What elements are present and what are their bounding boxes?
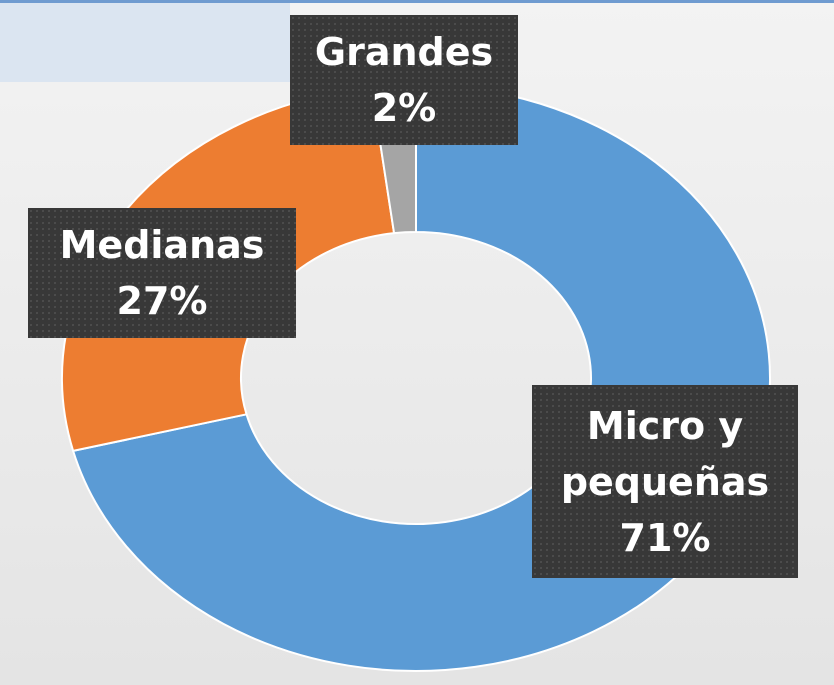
- top-border: [0, 0, 834, 3]
- value-label: 2%: [371, 86, 437, 130]
- data-label-box: Micro y pequeñas 71%: [532, 385, 798, 578]
- data-label-box: Medianas 27%: [28, 208, 296, 338]
- corner-panel: [0, 0, 290, 82]
- data-label-box: Grandes 2%: [290, 15, 518, 145]
- value-label: 71%: [619, 515, 711, 560]
- category-label: Grandes: [314, 30, 494, 74]
- category-label: Medianas: [59, 223, 265, 267]
- value-label: 27%: [116, 279, 208, 323]
- category-label: Micro y pequeñas: [560, 403, 770, 504]
